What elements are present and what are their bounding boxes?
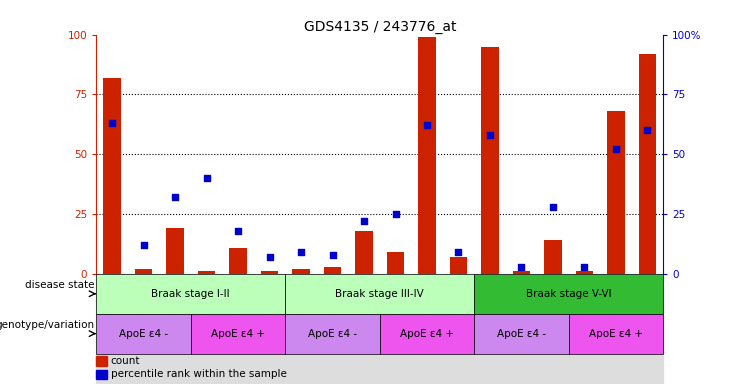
Point [579, 263, 591, 270]
Title: GDS4135 / 243776_at: GDS4135 / 243776_at [304, 20, 456, 33]
Text: count: count [110, 356, 140, 366]
Bar [513, 271, 530, 274]
Bar [198, 271, 215, 274]
Bar [293, 269, 310, 274]
Bar [379, 314, 474, 354]
Bar [104, 78, 121, 274]
Bar [96, 274, 663, 384]
Text: ApoE ε4 +: ApoE ε4 + [400, 329, 454, 339]
Text: ApoE ε4 +: ApoE ε4 + [589, 329, 643, 339]
Point [642, 127, 654, 133]
Bar [576, 271, 593, 274]
Bar [324, 266, 341, 274]
Bar [285, 274, 474, 314]
Bar [482, 46, 499, 274]
Bar [387, 252, 404, 274]
Text: percentile rank within the sample: percentile rank within the sample [110, 369, 286, 379]
Bar [569, 314, 663, 354]
Text: ApoE ε4 -: ApoE ε4 - [308, 329, 357, 339]
Point [295, 249, 307, 255]
Point [610, 146, 622, 152]
Bar [167, 228, 184, 274]
Bar [356, 231, 373, 274]
Bar [230, 248, 247, 274]
Text: genotype/variation: genotype/variation [0, 320, 95, 330]
Point [358, 218, 370, 224]
Bar [96, 314, 191, 354]
Point [138, 242, 150, 248]
Text: Braak stage V-VI: Braak stage V-VI [526, 289, 611, 299]
Bar [96, 274, 285, 314]
Text: Braak stage I-II: Braak stage I-II [151, 289, 230, 299]
Bar [639, 54, 656, 274]
Point [484, 132, 496, 138]
Point [264, 254, 276, 260]
Point [327, 252, 339, 258]
Bar [285, 314, 380, 354]
Bar [419, 37, 436, 274]
Bar [191, 314, 285, 354]
Point [232, 228, 244, 234]
Point [106, 120, 118, 126]
Bar [135, 269, 152, 274]
Bar [545, 240, 562, 274]
Text: ApoE ε4 +: ApoE ε4 + [211, 329, 265, 339]
Point [516, 263, 528, 270]
Text: disease state: disease state [25, 280, 95, 290]
Point [547, 204, 559, 210]
Point [421, 122, 433, 129]
Point [390, 211, 402, 217]
Text: ApoE ε4 -: ApoE ε4 - [497, 329, 546, 339]
Bar [261, 271, 278, 274]
Bar [474, 314, 569, 354]
Text: ApoE ε4 -: ApoE ε4 - [119, 329, 168, 339]
Text: Braak stage III-IV: Braak stage III-IV [336, 289, 424, 299]
Bar [450, 257, 467, 274]
Bar [96, 356, 107, 366]
Bar [96, 369, 107, 379]
Point [169, 194, 181, 200]
Point [201, 175, 213, 181]
Bar [608, 111, 625, 274]
Point [453, 249, 465, 255]
Bar [474, 274, 663, 314]
